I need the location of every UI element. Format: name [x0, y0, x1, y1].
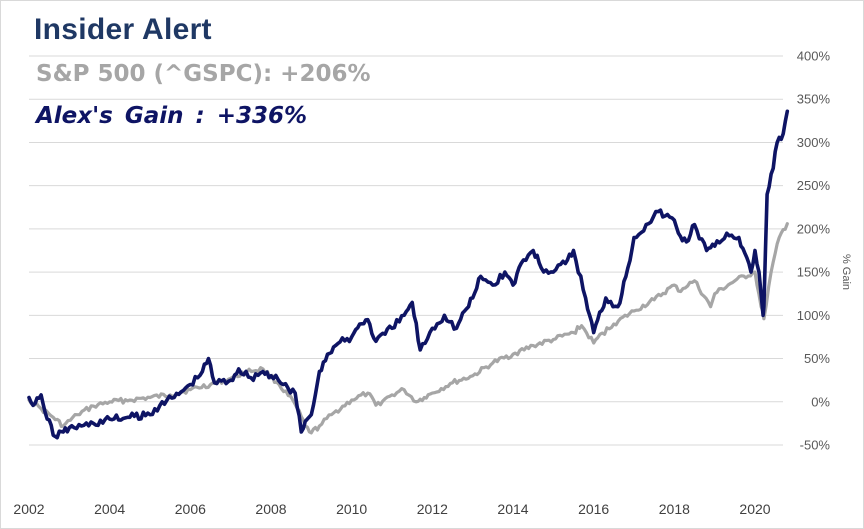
chart-title: Insider Alert: [34, 13, 212, 46]
series-group: [27, 109, 790, 440]
x-tick-label: 2004: [94, 501, 125, 517]
x-tick-label: 2012: [417, 501, 448, 517]
y-tick-label: 50%: [804, 351, 830, 366]
x-tick-label: 2016: [578, 501, 609, 517]
x-tick-label: 2010: [336, 501, 367, 517]
x-tick-label: 2020: [739, 501, 770, 517]
y-tick-label: -50%: [800, 438, 831, 453]
x-tick-label: 2008: [255, 501, 286, 517]
x-tick-label: 2018: [659, 501, 690, 517]
y-tick-label: 0%: [811, 394, 830, 409]
x-tick-label: 2014: [497, 501, 528, 517]
y-axis-ticks: -50% 0% 50% 100% 150% 200% 250% 300% 350% 400%: [797, 49, 831, 453]
gridlines: [29, 55, 783, 446]
y-tick-label: 300%: [797, 135, 831, 150]
alex-gain-annotation: Alex's Gain : +336%: [36, 103, 308, 129]
y-tick-label: 200%: [797, 221, 831, 236]
y-tick-label: 250%: [797, 178, 831, 193]
series-line-alex: [27, 109, 790, 440]
y-tick-label: 400%: [797, 49, 831, 64]
x-tick-label: 2002: [13, 501, 44, 517]
sp500-gain-annotation: S&P 500 (^GSPC): +206%: [36, 61, 371, 87]
y-tick-label: 100%: [797, 308, 831, 323]
series-line-sp500: [27, 222, 789, 435]
y-axis-title: % Gain: [840, 254, 852, 290]
y-tick-label: 350%: [797, 92, 831, 107]
x-axis-ticks: 2002 2004 2006 2008 2010 2012 2014 2016 2018 2020: [13, 501, 770, 517]
y-tick-label: 150%: [797, 265, 831, 280]
x-tick-label: 2006: [175, 501, 206, 517]
